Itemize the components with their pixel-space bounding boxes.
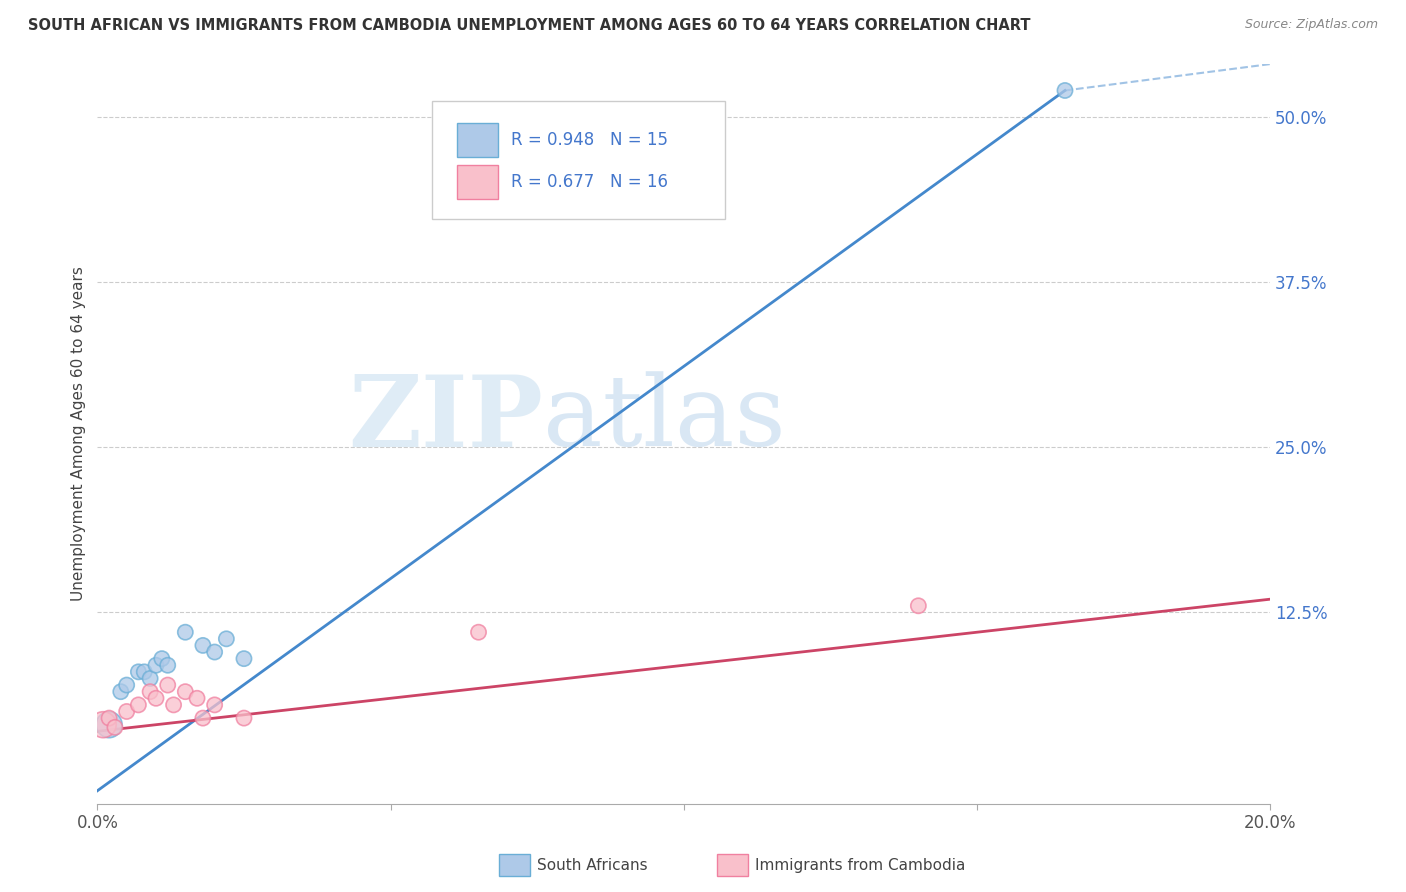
Point xyxy=(104,720,127,734)
Point xyxy=(204,645,226,659)
Y-axis label: Unemployment Among Ages 60 to 64 years: Unemployment Among Ages 60 to 64 years xyxy=(72,267,86,601)
Text: Immigrants from Cambodia: Immigrants from Cambodia xyxy=(755,858,966,872)
Point xyxy=(467,625,489,640)
Point xyxy=(174,684,197,698)
Text: SOUTH AFRICAN VS IMMIGRANTS FROM CAMBODIA UNEMPLOYMENT AMONG AGES 60 TO 64 YEARS: SOUTH AFRICAN VS IMMIGRANTS FROM CAMBODI… xyxy=(28,18,1031,33)
Point xyxy=(204,698,226,712)
Text: Source: ZipAtlas.com: Source: ZipAtlas.com xyxy=(1244,18,1378,31)
FancyBboxPatch shape xyxy=(432,101,725,219)
Point xyxy=(156,678,179,692)
Point xyxy=(174,625,197,640)
Point xyxy=(191,639,214,653)
Point xyxy=(127,698,149,712)
Text: South Africans: South Africans xyxy=(537,858,648,872)
Point xyxy=(907,599,929,613)
Point xyxy=(134,665,156,679)
Point xyxy=(115,705,138,719)
Point xyxy=(110,684,132,698)
Point xyxy=(139,672,162,686)
Point xyxy=(162,698,184,712)
Point xyxy=(150,651,173,665)
Point xyxy=(139,684,162,698)
Point xyxy=(115,678,138,692)
Text: R = 0.677   N = 16: R = 0.677 N = 16 xyxy=(512,173,668,192)
Text: atlas: atlas xyxy=(543,371,786,467)
Point xyxy=(127,665,149,679)
Point xyxy=(91,717,114,731)
Text: ZIP: ZIP xyxy=(349,371,543,467)
Point xyxy=(145,691,167,706)
Point xyxy=(98,717,121,731)
Point xyxy=(156,658,179,673)
Point xyxy=(1053,83,1076,97)
Point xyxy=(215,632,238,646)
Point xyxy=(233,651,256,665)
Point xyxy=(145,658,167,673)
Bar xyxy=(457,123,499,157)
Bar xyxy=(457,165,499,199)
Point xyxy=(233,711,256,725)
Point xyxy=(186,691,208,706)
Point xyxy=(98,711,121,725)
Text: R = 0.948   N = 15: R = 0.948 N = 15 xyxy=(512,131,668,149)
Point xyxy=(191,711,214,725)
